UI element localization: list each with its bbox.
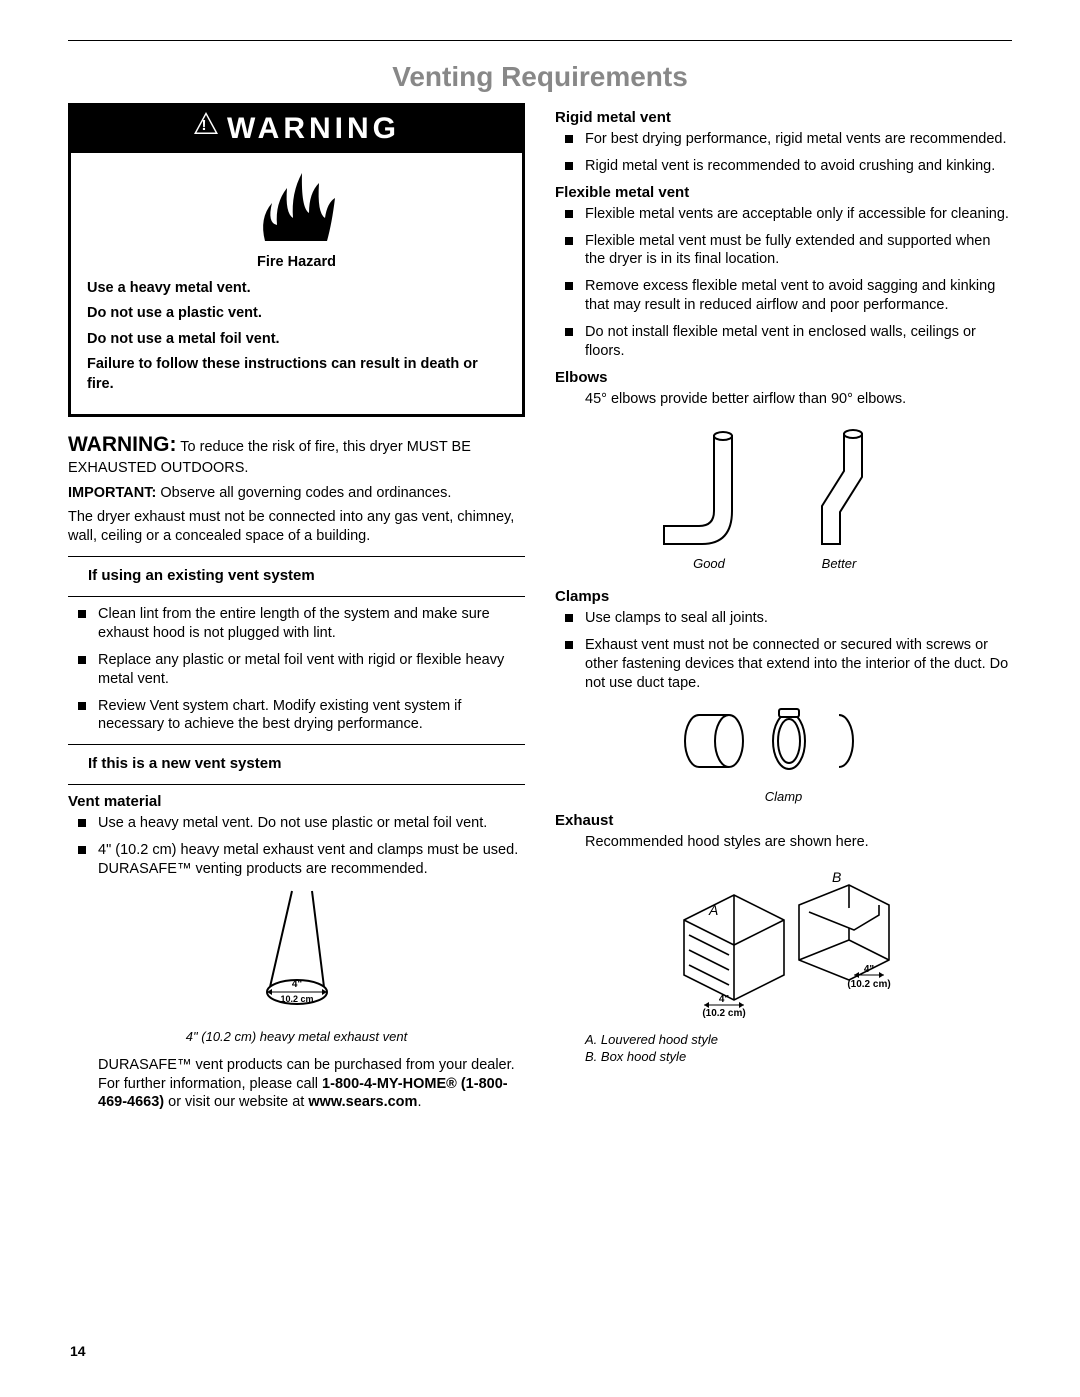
list-item: Remove excess flexible metal vent to avo… bbox=[555, 277, 1012, 315]
vent-tube-figure: 4" 10.2 cm // filled by binder below via… bbox=[68, 887, 525, 1021]
warning-line-4: Failure to follow these instructions can… bbox=[87, 355, 506, 394]
list-item: Exhaust vent must not be connected or se… bbox=[555, 636, 1012, 693]
content-columns: ! WARNING Fire Hazard Use a heavy metal … bbox=[68, 103, 1012, 1116]
list-item: Flexible metal vents are acceptable only… bbox=[555, 205, 1012, 224]
list-item: Do not install flexible metal vent in en… bbox=[555, 323, 1012, 361]
warning-body: Fire Hazard Use a heavy metal vent. Do n… bbox=[71, 253, 522, 414]
svg-text:(10.2 cm): (10.2 cm) bbox=[847, 979, 890, 990]
warning-line-2: Do not use a plastic vent. bbox=[87, 304, 506, 324]
vent-dim-in: 4" bbox=[291, 979, 302, 990]
flexible-vent-list: Flexible metal vents are acceptable only… bbox=[555, 205, 1012, 361]
list-item: Clean lint from the entire length of the… bbox=[68, 605, 525, 643]
elbows-text: 45° elbows provide better airflow than 9… bbox=[555, 390, 1012, 409]
fire-icon bbox=[247, 163, 347, 243]
left-column: ! WARNING Fire Hazard Use a heavy metal … bbox=[68, 103, 525, 1116]
section-rule bbox=[68, 596, 525, 597]
list-item: For best drying performance, rigid metal… bbox=[555, 130, 1012, 149]
list-item: Review Vent system chart. Modify existin… bbox=[68, 697, 525, 735]
elbows-heading: Elbows bbox=[555, 369, 1012, 386]
warning-line-1: Use a heavy metal vent. bbox=[87, 279, 506, 299]
warning-header-text: WARNING bbox=[227, 112, 400, 145]
important-paragraph: IMPORTANT: Observe all governing codes a… bbox=[68, 484, 525, 503]
durasafe-url: www.sears.com bbox=[308, 1094, 417, 1110]
list-item: Use clamps to seal all joints. bbox=[555, 609, 1012, 628]
vent-tube-caption: 4" (10.2 cm) heavy metal exhaust vent bbox=[68, 1029, 525, 1044]
svg-text:B: B bbox=[832, 869, 841, 885]
new-vent-heading: If this is a new vent system bbox=[68, 753, 525, 774]
flexible-vent-heading: Flexible metal vent bbox=[555, 184, 1012, 201]
clamps-list: Use clamps to seal all joints. Exhaust v… bbox=[555, 609, 1012, 692]
fire-hazard-title: Fire Hazard bbox=[87, 253, 506, 273]
svg-text:A: A bbox=[708, 902, 718, 918]
durasafe-text-3: . bbox=[417, 1094, 421, 1110]
list-item: Replace any plastic or metal foil vent w… bbox=[68, 651, 525, 689]
hood-legend: A. Louvered hood style B. Box hood style bbox=[555, 1032, 1012, 1066]
durasafe-paragraph: DURASAFE™ vent products can be purchased… bbox=[68, 1056, 525, 1113]
right-column: Rigid metal vent For best drying perform… bbox=[555, 103, 1012, 1116]
important-text: Observe all governing codes and ordinanc… bbox=[156, 485, 451, 501]
svg-text:4": 4" bbox=[863, 964, 874, 975]
list-item: 4" (10.2 cm) heavy metal exhaust vent an… bbox=[68, 841, 525, 879]
exhaust-text: Recommended hood styles are shown here. bbox=[555, 833, 1012, 852]
warning-label: WARNING: bbox=[68, 433, 177, 456]
durasafe-text-2: or visit our website at bbox=[164, 1094, 308, 1110]
svg-text:Better: Better bbox=[821, 556, 856, 571]
warning-header: ! WARNING bbox=[71, 106, 522, 153]
alert-triangle-icon: ! bbox=[193, 109, 219, 143]
clamp-figure: Clamp bbox=[555, 701, 1012, 804]
hood-figure: A B 4" (10.2 cm) 4" (10.2 cm) bbox=[555, 860, 1012, 1024]
existing-vent-list: Clean lint from the entire length of the… bbox=[68, 605, 525, 734]
legend-b: B. Box hood style bbox=[585, 1049, 1012, 1066]
page-number: 14 bbox=[70, 1343, 86, 1359]
exhaust-heading: Exhaust bbox=[555, 812, 1012, 829]
svg-text:!: ! bbox=[202, 117, 211, 134]
rigid-vent-list: For best drying performance, rigid metal… bbox=[555, 130, 1012, 176]
vent-dim-cm: 10.2 cm bbox=[280, 994, 313, 1004]
list-item: Flexible metal vent must be fully extend… bbox=[555, 232, 1012, 270]
top-rule bbox=[68, 40, 1012, 41]
clamp-caption: Clamp bbox=[555, 789, 1012, 804]
warning-box: ! WARNING Fire Hazard Use a heavy metal … bbox=[68, 103, 525, 417]
svg-text:4": 4" bbox=[718, 994, 729, 1005]
page-title: Venting Requirements bbox=[68, 61, 1012, 93]
list-item: Rigid metal vent is recommended to avoid… bbox=[555, 157, 1012, 176]
vent-material-list: Use a heavy metal vent. Do not use plast… bbox=[68, 814, 525, 879]
section-rule bbox=[68, 784, 525, 785]
legend-a: A. Louvered hood style bbox=[585, 1032, 1012, 1049]
warning-paragraph: WARNING: To reduce the risk of fire, thi… bbox=[68, 431, 525, 477]
rigid-vent-heading: Rigid metal vent bbox=[555, 109, 1012, 126]
important-label: IMPORTANT: bbox=[68, 485, 156, 501]
section-rule bbox=[68, 556, 525, 557]
list-item: Use a heavy metal vent. Do not use plast… bbox=[68, 814, 525, 833]
fire-icon-wrap bbox=[71, 153, 522, 253]
exhaust-paragraph: The dryer exhaust must not be connected … bbox=[68, 508, 525, 546]
clamps-heading: Clamps bbox=[555, 588, 1012, 605]
warning-line-3: Do not use a metal foil vent. bbox=[87, 330, 506, 350]
svg-text:Good: Good bbox=[693, 556, 726, 571]
elbows-figure: Good Better bbox=[555, 416, 1012, 580]
svg-text:(10.2 cm): (10.2 cm) bbox=[702, 1008, 745, 1019]
existing-vent-heading: If using an existing vent system bbox=[68, 565, 525, 586]
section-rule bbox=[68, 744, 525, 745]
vent-material-heading: Vent material bbox=[68, 793, 525, 810]
